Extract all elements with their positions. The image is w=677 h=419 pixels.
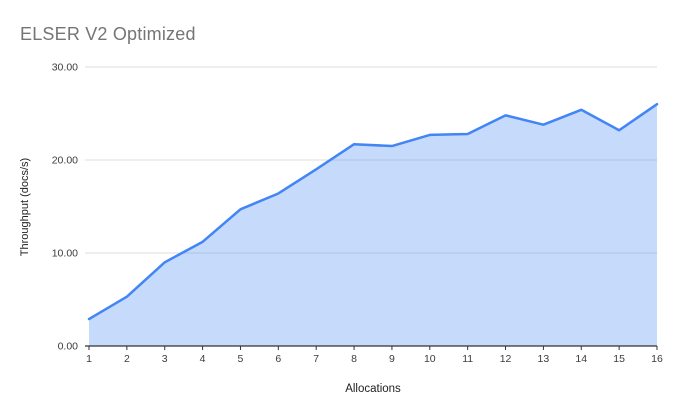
x-tick-label: 3 [162,353,168,365]
x-tick-label: 5 [238,353,244,365]
y-tick-label: 0.00 [58,341,79,353]
y-axis-title: Throughput (docs/s) [19,157,31,257]
x-tick-label: 6 [275,353,281,365]
x-tick-label: 1 [86,353,92,365]
x-tick-label: 8 [351,353,357,365]
y-tick-label: 20.00 [52,155,78,167]
x-tick-label: 13 [538,353,550,365]
area-fill [89,104,657,346]
y-tick-label: 10.00 [52,248,78,260]
x-tick-label: 11 [462,353,473,365]
x-tick-label: 4 [200,353,206,365]
x-tick-label: 10 [424,353,436,365]
x-tick-label: 12 [500,353,512,365]
x-tick-label: 14 [575,353,587,365]
x-axis-title: Allocations [345,383,401,395]
x-tick-label: 2 [124,353,130,365]
x-tick-label: 7 [313,353,319,365]
y-tick-label: 30.00 [52,62,78,74]
series-line [87,102,659,321]
x-tick-label: 9 [389,353,395,365]
chart-title: ELSER V2 Optimized [20,24,196,44]
x-tick-label: 15 [613,353,625,365]
x-tick-label: 16 [651,353,663,365]
